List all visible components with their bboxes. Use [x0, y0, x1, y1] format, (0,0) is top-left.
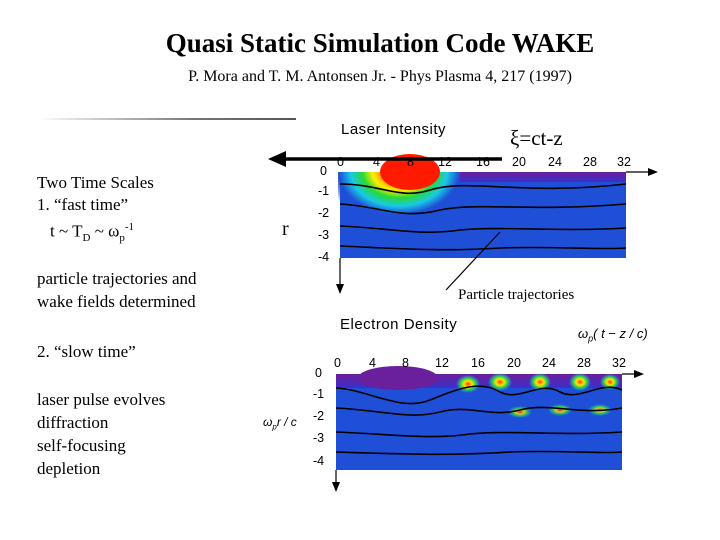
- slide-title: Quasi Static Simulation Code WAKE: [165, 28, 595, 58]
- omega-symbol: ω: [578, 326, 589, 341]
- r-label: r: [282, 218, 289, 240]
- slow-line-2: diffraction: [37, 413, 109, 432]
- xi-label: ξ=ct-z: [510, 126, 563, 150]
- slow-line-1: laser pulse evolves: [37, 390, 166, 409]
- trajectory-line: [339, 245, 627, 251]
- top-y-tick: -1: [318, 184, 330, 198]
- density-spike: [548, 404, 572, 416]
- top-y-tick: 0: [320, 164, 327, 178]
- trajectory-line: [335, 406, 623, 416]
- top-y-tick: -3: [318, 228, 330, 242]
- laser-pulse-core: [380, 154, 440, 190]
- bottom-x-tick: 24: [542, 356, 556, 370]
- formula-sup: -1: [124, 221, 135, 233]
- bottom-x-tick: 0: [334, 356, 341, 370]
- fast-time-desc-1: particle trajectories and: [37, 269, 197, 288]
- bottom-y-arrow: [332, 482, 340, 492]
- bottom-x-tick: 8: [402, 356, 409, 370]
- density-cavity: [358, 366, 438, 390]
- top-plot-purple-band: [340, 172, 626, 182]
- top-x-tick: 12: [438, 155, 452, 169]
- fast-time-formula: t ~ TD ~ ωp-1: [50, 216, 134, 249]
- top-x-tick: 24: [548, 155, 562, 169]
- laser-intensity-plot: [268, 151, 658, 294]
- trajectory-line: [335, 431, 623, 438]
- bottom-y-tick: -1: [313, 387, 325, 401]
- top-x-arrow: [648, 168, 658, 176]
- top-x-tick: 28: [583, 155, 597, 169]
- trajectories-pointer: [445, 231, 501, 291]
- omega-sub: p: [272, 422, 277, 432]
- trajectory-line: [339, 225, 627, 233]
- bottom-x-tick: 12: [435, 356, 449, 370]
- slow-time-item: 2. “slow time”: [37, 342, 136, 361]
- omega-sub: p: [588, 333, 594, 344]
- divider-line: [38, 118, 296, 120]
- slow-line-4: depletion: [37, 459, 101, 478]
- top-y-tick: -4: [318, 250, 330, 264]
- density-spike: [569, 373, 591, 391]
- density-spike: [488, 373, 512, 391]
- density-spike: [600, 374, 620, 390]
- formula-sub-d: D: [82, 232, 91, 245]
- bottom-x-tick: 32: [612, 356, 626, 370]
- density-spike: [456, 375, 480, 393]
- top-y-tick: -2: [318, 206, 330, 220]
- formula-prefix: t ~ T: [50, 221, 83, 241]
- trajectory-line: [335, 450, 623, 456]
- trajectory-line: [339, 183, 627, 195]
- x-axis-expression: ( t − z / c): [593, 326, 648, 341]
- y-axis-expression: r / c: [276, 415, 297, 429]
- slow-line-3: self-focusing: [37, 436, 126, 455]
- top-x-tick: 32: [617, 155, 631, 169]
- bottom-y-tick: -3: [313, 431, 325, 445]
- top-x-tick: 16: [476, 155, 490, 169]
- omega-symbol: ω: [263, 415, 273, 429]
- fast-time-desc-2: wake fields determined: [37, 292, 196, 311]
- bottom-y-tick: -2: [313, 409, 325, 423]
- bottom-y-tick: -4: [313, 454, 325, 468]
- bottom-x-tick: 4: [369, 356, 376, 370]
- propagation-arrowhead: [268, 151, 286, 167]
- top-x-tick: 20: [512, 155, 526, 169]
- slide-subtitle: P. Mora and T. M. Antonsen Jr. - Phys Pl…: [188, 68, 572, 85]
- bottom-x-arrow: [634, 370, 644, 378]
- two-time-scales-heading: Two Time Scales: [37, 173, 154, 192]
- electron-density-plot: [332, 366, 644, 492]
- top-x-tick: 4: [373, 155, 380, 169]
- bottom-x-tick: 28: [577, 356, 591, 370]
- bottom-x-tick: 20: [507, 356, 521, 370]
- bottom-x-tick: 16: [471, 356, 485, 370]
- bottom-y-tick: 0: [315, 366, 322, 380]
- density-spike: [529, 373, 551, 391]
- top-x-tick: 8: [407, 155, 414, 169]
- bottom-y-axis-label: ωpr / c: [263, 415, 297, 431]
- electron-density-title: Electron Density: [340, 316, 458, 333]
- top-y-arrow: [336, 284, 344, 294]
- formula-mid: ~ ω: [90, 221, 120, 241]
- fast-time-item: 1. “fast time”: [37, 195, 129, 214]
- trajectory-line: [335, 385, 623, 405]
- laser-intensity-title: Laser Intensity: [341, 121, 447, 138]
- trajectory-line: [339, 203, 627, 215]
- bottom-x-axis-label: ωp( t − z / c): [578, 326, 648, 344]
- particle-trajectories-label: Particle trajectories: [458, 287, 575, 303]
- formula-sub-p: p: [119, 232, 125, 245]
- top-x-tick: 0: [337, 155, 344, 169]
